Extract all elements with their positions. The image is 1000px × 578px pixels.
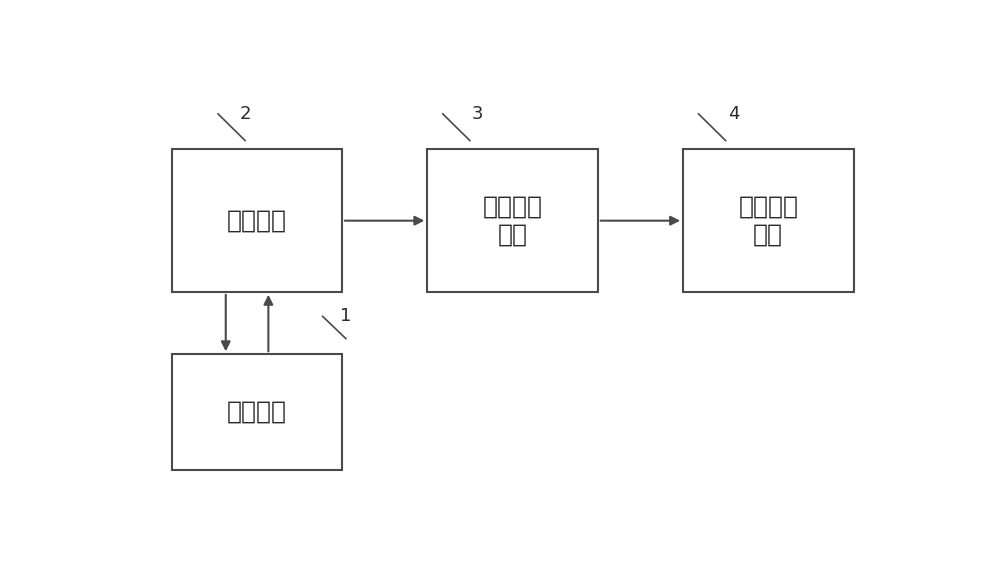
Text: 数据存储
模块: 数据存储 模块: [482, 195, 542, 247]
Bar: [683, 150, 854, 292]
Text: 能耗分析
模块: 能耗分析 模块: [738, 195, 798, 247]
Text: 4: 4: [728, 105, 739, 123]
Text: 1: 1: [340, 307, 352, 325]
Text: 工艺模块: 工艺模块: [227, 400, 287, 424]
Bar: [172, 150, 342, 292]
Bar: [172, 354, 342, 470]
Text: 控制模块: 控制模块: [227, 209, 287, 233]
Text: 3: 3: [472, 105, 483, 123]
Bar: [427, 150, 598, 292]
Text: 2: 2: [239, 105, 251, 123]
